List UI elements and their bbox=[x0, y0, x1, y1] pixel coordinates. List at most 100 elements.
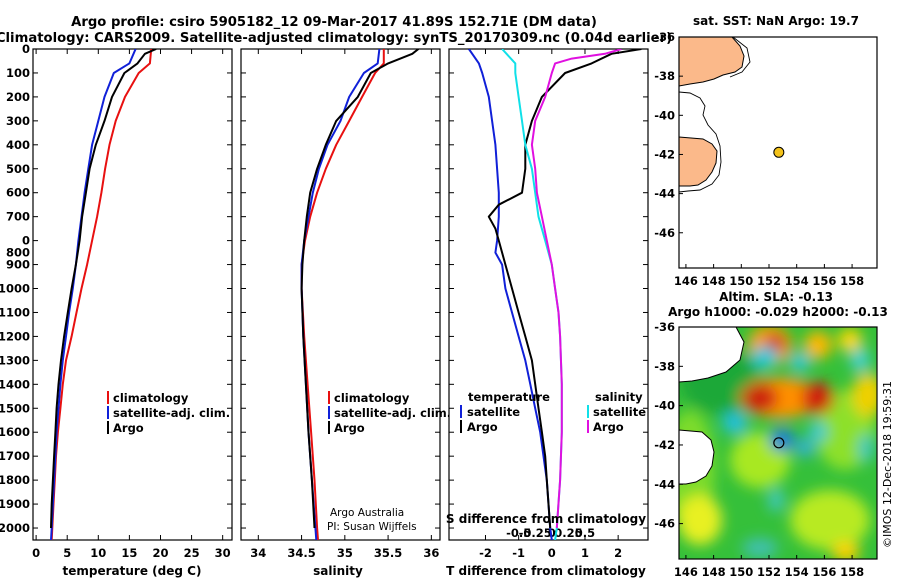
legend-label-argo: Argo bbox=[334, 421, 365, 435]
temperature-x-axis: 0 5 10 15 20 25 30 bbox=[32, 49, 231, 560]
x-tick-label: 0 bbox=[32, 546, 40, 560]
depth-tick-label: 1500 bbox=[0, 401, 30, 415]
lat-tick-label: -40 bbox=[654, 399, 675, 413]
salinity-series bbox=[300, 49, 420, 540]
lon-tick-label: 152 bbox=[757, 565, 781, 579]
x-tick-label: 15 bbox=[121, 546, 137, 560]
tasmania bbox=[679, 136, 718, 187]
depth-tick-label: 800 bbox=[6, 246, 30, 260]
legend-label-sat-salinity: satellite bbox=[593, 405, 646, 419]
lon-tick-label: 146 bbox=[674, 565, 698, 579]
depth-tick-label: 1800 bbox=[0, 473, 30, 487]
legend-swatch-satellite bbox=[328, 406, 330, 419]
series-line-satellite-adj-clim- bbox=[50, 49, 137, 540]
series-line-temperature-argo bbox=[487, 49, 642, 529]
x-tick-label: 20 bbox=[152, 546, 168, 560]
series-line-argo bbox=[50, 49, 157, 529]
difference-x-axis: -2 -1 0 1 2 bbox=[479, 49, 622, 560]
lon-tick-label: 156 bbox=[812, 565, 836, 579]
temperature-legend: climatology satellite-adj. clim. Argo bbox=[107, 391, 230, 435]
series-line-temperature-satellite bbox=[468, 49, 553, 540]
sla-mainland-australia bbox=[679, 327, 745, 383]
s-tick-label: 0.5 bbox=[575, 526, 595, 540]
legend-swatch-sat-salinity bbox=[587, 405, 589, 418]
lon-tick-label: 156 bbox=[812, 274, 836, 288]
sla-map-lon-axis: 146 148 150 152 154 156 158 bbox=[674, 555, 864, 579]
header-line2: Climatology: CARS2009. Satellite-adjuste… bbox=[0, 31, 672, 46]
salinity-depth-ticks bbox=[241, 48, 440, 529]
salinity-xlabel: salinity bbox=[313, 564, 363, 578]
temperature-xlabel: temperature (deg C) bbox=[63, 564, 202, 578]
x-tick-label: 34.5 bbox=[287, 546, 315, 560]
lon-tick-label: 148 bbox=[702, 565, 726, 579]
lat-tick-label: -40 bbox=[654, 108, 675, 122]
temperature-axes-frame bbox=[32, 48, 233, 541]
lat-tick-label: -44 bbox=[654, 187, 675, 201]
sla-map-lat-axis: -36 -38 -40 -42 -44 -46 bbox=[654, 320, 683, 531]
depth-tick-label: 1100 bbox=[0, 305, 30, 319]
difference-series bbox=[468, 49, 642, 540]
temperature-series bbox=[50, 49, 157, 540]
lat-tick-label: -42 bbox=[654, 438, 675, 452]
legend-title-temperature: temperature bbox=[468, 390, 550, 404]
argo-float-marker bbox=[773, 146, 785, 158]
depth-tick-label: 1700 bbox=[0, 449, 30, 463]
s-tick-label: -0.5 bbox=[506, 526, 531, 540]
lon-tick-label: 146 bbox=[674, 274, 698, 288]
salinity-axes-frame bbox=[240, 48, 441, 541]
legend-label-satellite: satellite-adj. clim. bbox=[334, 406, 451, 420]
legend-label-argo: Argo bbox=[113, 421, 144, 435]
depth-tick-label: 500 bbox=[6, 162, 30, 176]
x-tick-label: 5 bbox=[63, 546, 71, 560]
depth-tick-label: 1300 bbox=[0, 353, 30, 367]
x-tick-label: 10 bbox=[90, 546, 106, 560]
lon-tick-label: 150 bbox=[729, 565, 753, 579]
legend-label-argo: Argo bbox=[467, 420, 498, 434]
lon-tick-label: 158 bbox=[840, 274, 864, 288]
x-tick-label: 30 bbox=[215, 546, 231, 560]
sst-map: sat. SST: NaN Argo: 19.7 146 148 150 152 154… bbox=[654, 14, 878, 288]
x-tick-label: -2 bbox=[479, 546, 492, 560]
salinity-x-axis: 34 34.5 35 35.5 36 bbox=[250, 49, 439, 560]
shelf-contour bbox=[679, 91, 722, 193]
salinity-panel: 34 34.5 35 35.5 36 salinity climatology sate… bbox=[240, 48, 451, 578]
lat-tick-label: -38 bbox=[654, 359, 675, 373]
depth-tick-label: 1900 bbox=[0, 497, 30, 511]
sla-map-title: Altim. SLA: -0.13 bbox=[719, 290, 833, 304]
lon-tick-label: 154 bbox=[785, 565, 809, 579]
series-line-salinity-argo bbox=[530, 49, 622, 529]
salinity-diff-legend: salinity satellite Argo bbox=[587, 390, 646, 434]
temperature-diff-legend: temperature satellite Argo bbox=[460, 390, 550, 434]
depth-tick-label: 2000 bbox=[0, 521, 30, 535]
x-tick-label: 0 bbox=[548, 546, 556, 560]
depth-tick-label: 200 bbox=[6, 90, 30, 104]
legend-title-salinity: salinity bbox=[595, 390, 643, 404]
difference-panel: -2 -1 0 1 2 -0.5-0.25 0 0.250.5 T difference f… bbox=[446, 48, 649, 578]
lat-tick-label: -38 bbox=[654, 69, 675, 83]
header-line1: Argo profile: csiro 5905182_12 09-Mar-20… bbox=[71, 15, 597, 30]
depth-tick-label: 400 bbox=[6, 138, 30, 152]
sla-map: Altim. SLA: -0.13 Argo h1000: -0.029 h20… bbox=[654, 290, 894, 579]
x-tick-label: 25 bbox=[184, 546, 200, 560]
mainland-australia bbox=[679, 37, 745, 87]
depth-tick-label: 900 bbox=[6, 258, 30, 272]
x-tick-label: 35.5 bbox=[374, 546, 402, 560]
depth-axis: 0100200300400500600700080090010001100120… bbox=[0, 42, 232, 535]
legend-swatch-satellite bbox=[460, 405, 462, 418]
depth-tick-label: 0 bbox=[22, 42, 30, 56]
depth-tick-label: 700 bbox=[6, 210, 30, 224]
sla-map-frame bbox=[678, 326, 878, 560]
sla-map-subtitle: Argo h1000: -0.029 h2000: -0.13 bbox=[668, 305, 888, 319]
sst-map-title: sat. SST: NaN Argo: 19.7 bbox=[693, 14, 859, 28]
x-tick-label: 34 bbox=[250, 546, 266, 560]
depth-tick-label: 100 bbox=[6, 66, 30, 80]
lat-tick-label: -44 bbox=[654, 477, 675, 491]
x-tick-label: 1 bbox=[581, 546, 589, 560]
difference-depth-ticks bbox=[449, 48, 648, 529]
x-tick-label: 35 bbox=[337, 546, 353, 560]
lon-tick-label: 158 bbox=[840, 565, 864, 579]
depth-tick-label: 0 bbox=[22, 234, 30, 248]
depth-tick-label: 1600 bbox=[0, 425, 30, 439]
lon-tick-label: 154 bbox=[785, 274, 809, 288]
